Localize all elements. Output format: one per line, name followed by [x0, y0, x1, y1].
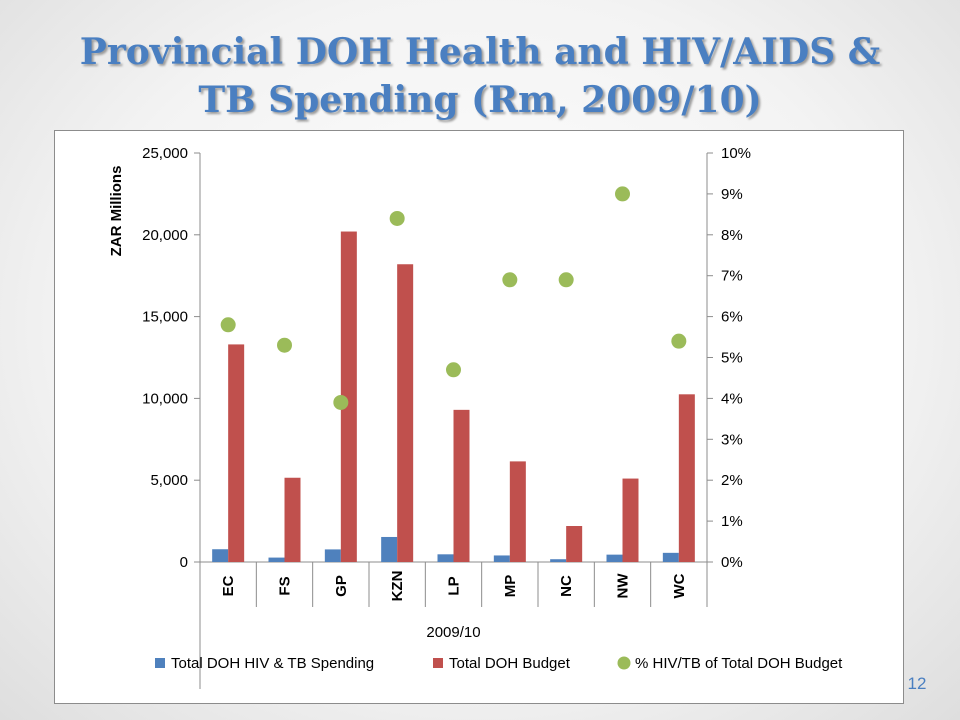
bar-series-0	[662, 552, 679, 562]
point-series-2	[558, 272, 574, 288]
bar-series-0	[437, 554, 454, 562]
x-axis-title: 2009/10	[426, 624, 480, 641]
bar-series-1	[228, 344, 245, 562]
category-label: FS	[277, 576, 294, 595]
bar-series-0	[268, 557, 285, 562]
y2-tick-label: 4%	[721, 390, 743, 407]
category-label: EC	[220, 575, 237, 596]
bar-series-1	[284, 477, 301, 562]
slide-number: 12	[907, 674, 927, 693]
chart-svg: 0 5,000 10,000 15,000 20,000 25,000 0% 1% 2% 3% 4%…	[108, 145, 843, 689]
legend-swatch	[617, 656, 631, 670]
y2-tick-label: 6%	[721, 309, 743, 326]
bar-series-0	[212, 549, 229, 562]
point-series-2	[220, 317, 236, 333]
legend-swatch	[155, 658, 165, 668]
bar-series-1	[622, 478, 639, 562]
y-tick-label: 15,000	[142, 309, 188, 326]
y-tick-label: 25,000	[142, 145, 188, 162]
bar-series-1	[678, 394, 695, 562]
legend-swatch	[433, 658, 443, 668]
y-tick-label: 20,000	[142, 227, 188, 244]
point-series-2	[671, 333, 687, 349]
bar-series-1	[397, 264, 414, 562]
bar-series-0	[324, 549, 341, 562]
bar-series-0	[381, 536, 398, 562]
y-axis-title: ZAR Millions	[108, 166, 125, 257]
bar-series-0	[550, 559, 567, 562]
category-label: WC	[671, 573, 688, 598]
category-label: LP	[446, 576, 463, 595]
bar-series-1	[340, 231, 357, 562]
point-series-2	[446, 362, 461, 378]
y-tick-label: 0	[180, 554, 188, 571]
category-label: NW	[615, 573, 632, 599]
y2-tick-label: 3%	[721, 431, 743, 448]
y2-tick-label: 2%	[721, 472, 743, 489]
category-label: KZN	[389, 571, 406, 602]
y2-tick-label: 8%	[721, 227, 743, 244]
point-series-2	[277, 337, 292, 353]
title-line-2: TB Spending (Rm, 2009/10)	[198, 79, 762, 121]
legend-label: Total DOH HIV & TB Spending	[171, 655, 374, 672]
y2-tick-label: 9%	[721, 186, 743, 203]
bar-series-1	[453, 409, 470, 562]
point-series-2	[389, 210, 405, 226]
point-series-2	[502, 272, 518, 288]
point-series-2	[615, 186, 630, 202]
bar-series-1	[566, 526, 583, 562]
y2-tick-label: 1%	[721, 513, 743, 530]
category-label: MP	[502, 575, 519, 598]
category-label: GP	[333, 575, 350, 597]
y2-tick-label: 7%	[721, 268, 743, 285]
slide-title: Provincial DOH Health and HIV/AIDS & TB …	[40, 28, 920, 124]
y2-tick-label: 0%	[721, 554, 743, 571]
legend-label: Total DOH Budget	[449, 655, 571, 672]
legend-label: % HIV/TB of Total DOH Budget	[635, 655, 843, 672]
y2-tick-label: 5%	[721, 350, 743, 367]
title-line-1: Provincial DOH Health and HIV/AIDS &	[79, 31, 881, 73]
category-label: NC	[558, 575, 575, 597]
chart-area: 0 5,000 10,000 15,000 20,000 25,000 0% 1% 2% 3% 4%…	[54, 130, 904, 704]
bar-series-1	[509, 461, 526, 562]
bar-series-0	[493, 555, 510, 562]
y-tick-label: 5,000	[150, 472, 188, 489]
y2-tick-label: 10%	[721, 145, 751, 162]
point-series-2	[333, 394, 349, 410]
bar-series-0	[606, 554, 623, 562]
y-tick-label: 10,000	[142, 390, 188, 407]
